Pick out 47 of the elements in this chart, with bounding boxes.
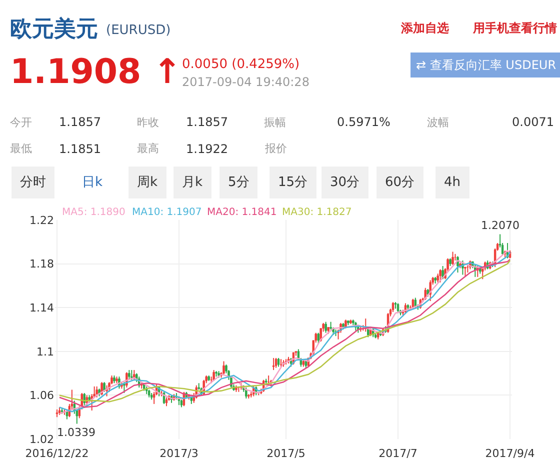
annotation: 1.0339 [57,426,96,439]
annotation: 1.2070 [481,219,520,232]
text: 1.1857 [59,115,101,129]
chart-subtitle: (EURUSD) [106,23,171,38]
text: 添加自选 [400,21,449,35]
text: 1.1851 [59,142,101,156]
text: 分时 [20,175,46,190]
text: 用手机查看行情 [472,21,557,35]
text: 4h [444,175,461,190]
text: 今开 [10,116,32,129]
text: MA10: 1.1907 [132,207,202,218]
chart-title: 欧元美元 [10,16,98,42]
text: 1.1922 [186,142,228,156]
text: 周k [137,175,158,190]
text: 0.0050 (0.4259%) [182,57,300,72]
text: MA30: 1.1827 [282,207,352,218]
y-tick-label: 1.22 [30,214,54,227]
text: MA5: 1.1890 [62,207,126,218]
text: 1.1908 ↑ [10,52,182,92]
text: 5分 [228,175,250,190]
y-tick-label: 1.14 [30,301,54,314]
y-tick-label: 1.1 [36,345,54,358]
text: 振幅 [264,116,286,129]
text: ⇄ 查看反向汇率 USDEUR [416,58,556,72]
text: 1.1857 [186,115,228,129]
x-tick-label: 2017/7 [378,447,418,460]
text: 报价 [264,142,287,155]
text: 0.5971% [337,115,390,129]
x-tick-label: 2017/9/4 [485,447,535,460]
text: 最低 [10,142,32,155]
text: 60分 [385,175,415,190]
y-tick-label: 1.06 [30,389,54,402]
text: 波幅 [427,116,449,129]
text: 2017-09-04 19:40:28 [182,75,310,89]
text: 15分 [278,175,308,190]
y-tick-label: 1.18 [30,258,54,271]
x-tick-label: 2017/5 [266,447,306,460]
y-tick-label: 1.02 [30,432,54,446]
text: 月k [182,175,203,190]
text: 0.0071 [512,115,554,129]
text: 日k [82,175,103,190]
x-tick-label: 2016/12/22 [25,447,89,460]
text: 最高 [137,142,159,155]
text: MA20: 1.1841 [207,207,277,218]
x-tick-label: 2017/3 [160,447,198,460]
text: 30分 [330,175,360,190]
text: 昨收 [137,116,159,129]
